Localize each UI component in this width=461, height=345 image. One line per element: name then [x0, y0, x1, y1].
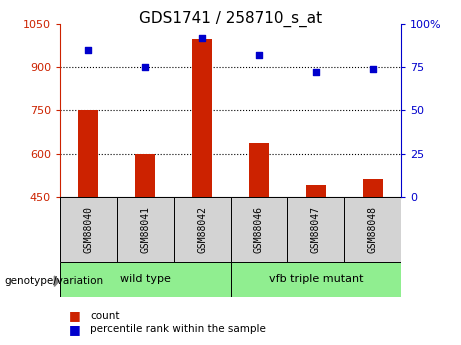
Text: GSM88047: GSM88047: [311, 206, 321, 253]
Bar: [306, 185, 326, 197]
Bar: [287, 197, 344, 262]
Bar: [117, 197, 174, 262]
Bar: [363, 179, 383, 197]
Bar: [249, 144, 269, 197]
Text: GSM88040: GSM88040: [83, 206, 94, 253]
Point: [198, 35, 206, 41]
Text: ■: ■: [69, 323, 81, 336]
Bar: [174, 197, 230, 262]
Point: [85, 47, 92, 53]
Bar: [192, 39, 212, 197]
Text: GSM88048: GSM88048: [367, 206, 378, 253]
Bar: [230, 197, 287, 262]
Bar: [60, 262, 230, 297]
Text: ■: ■: [69, 309, 81, 322]
Bar: [230, 262, 401, 297]
Bar: [60, 197, 117, 262]
Point: [142, 65, 149, 70]
Text: GSM88042: GSM88042: [197, 206, 207, 253]
Text: GSM88046: GSM88046: [254, 206, 264, 253]
Bar: [344, 197, 401, 262]
Text: genotype/variation: genotype/variation: [5, 276, 104, 286]
Bar: [135, 154, 155, 197]
Point: [255, 52, 263, 58]
Text: wild type: wild type: [120, 275, 171, 284]
Point: [312, 70, 319, 75]
Bar: [78, 110, 98, 197]
Text: vfb triple mutant: vfb triple mutant: [269, 275, 363, 284]
Text: GSM88041: GSM88041: [140, 206, 150, 253]
Text: count: count: [90, 311, 119, 321]
Text: GDS1741 / 258710_s_at: GDS1741 / 258710_s_at: [139, 10, 322, 27]
Text: percentile rank within the sample: percentile rank within the sample: [90, 325, 266, 334]
Point: [369, 66, 376, 72]
